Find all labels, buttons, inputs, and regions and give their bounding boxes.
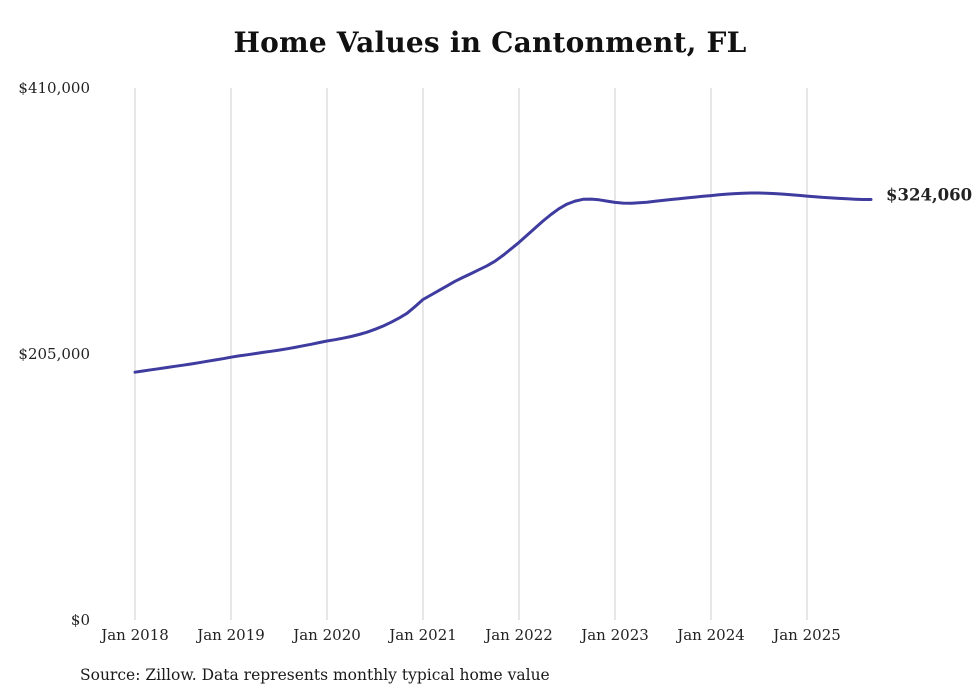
x-tick-label: Jan 2025: [771, 626, 841, 644]
x-tick-label: Jan 2021: [387, 626, 457, 644]
x-tick-label: Jan 2023: [579, 626, 649, 644]
x-tick-label: Jan 2018: [99, 626, 169, 644]
y-tick-label: $410,000: [18, 79, 90, 97]
y-tick-label: $205,000: [18, 345, 90, 363]
value-line: [133, 191, 873, 374]
chart-title: Home Values in Cantonment, FL: [233, 26, 747, 59]
x-tick-label: Jan 2020: [291, 626, 361, 644]
source-note: Source: Zillow. Data represents monthly …: [80, 666, 550, 684]
x-tick-label: Jan 2019: [195, 626, 265, 644]
y-tick-label: $0: [71, 611, 90, 629]
x-tick-label: Jan 2024: [675, 626, 745, 644]
end-value-label: $324,060: [886, 186, 972, 205]
x-tick-label: Jan 2022: [483, 626, 553, 644]
